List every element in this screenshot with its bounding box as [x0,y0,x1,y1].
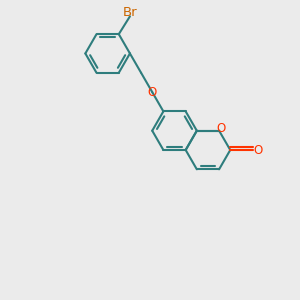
Text: Br: Br [123,6,137,19]
Text: O: O [148,85,157,99]
Text: O: O [253,143,262,157]
Text: O: O [216,122,225,135]
